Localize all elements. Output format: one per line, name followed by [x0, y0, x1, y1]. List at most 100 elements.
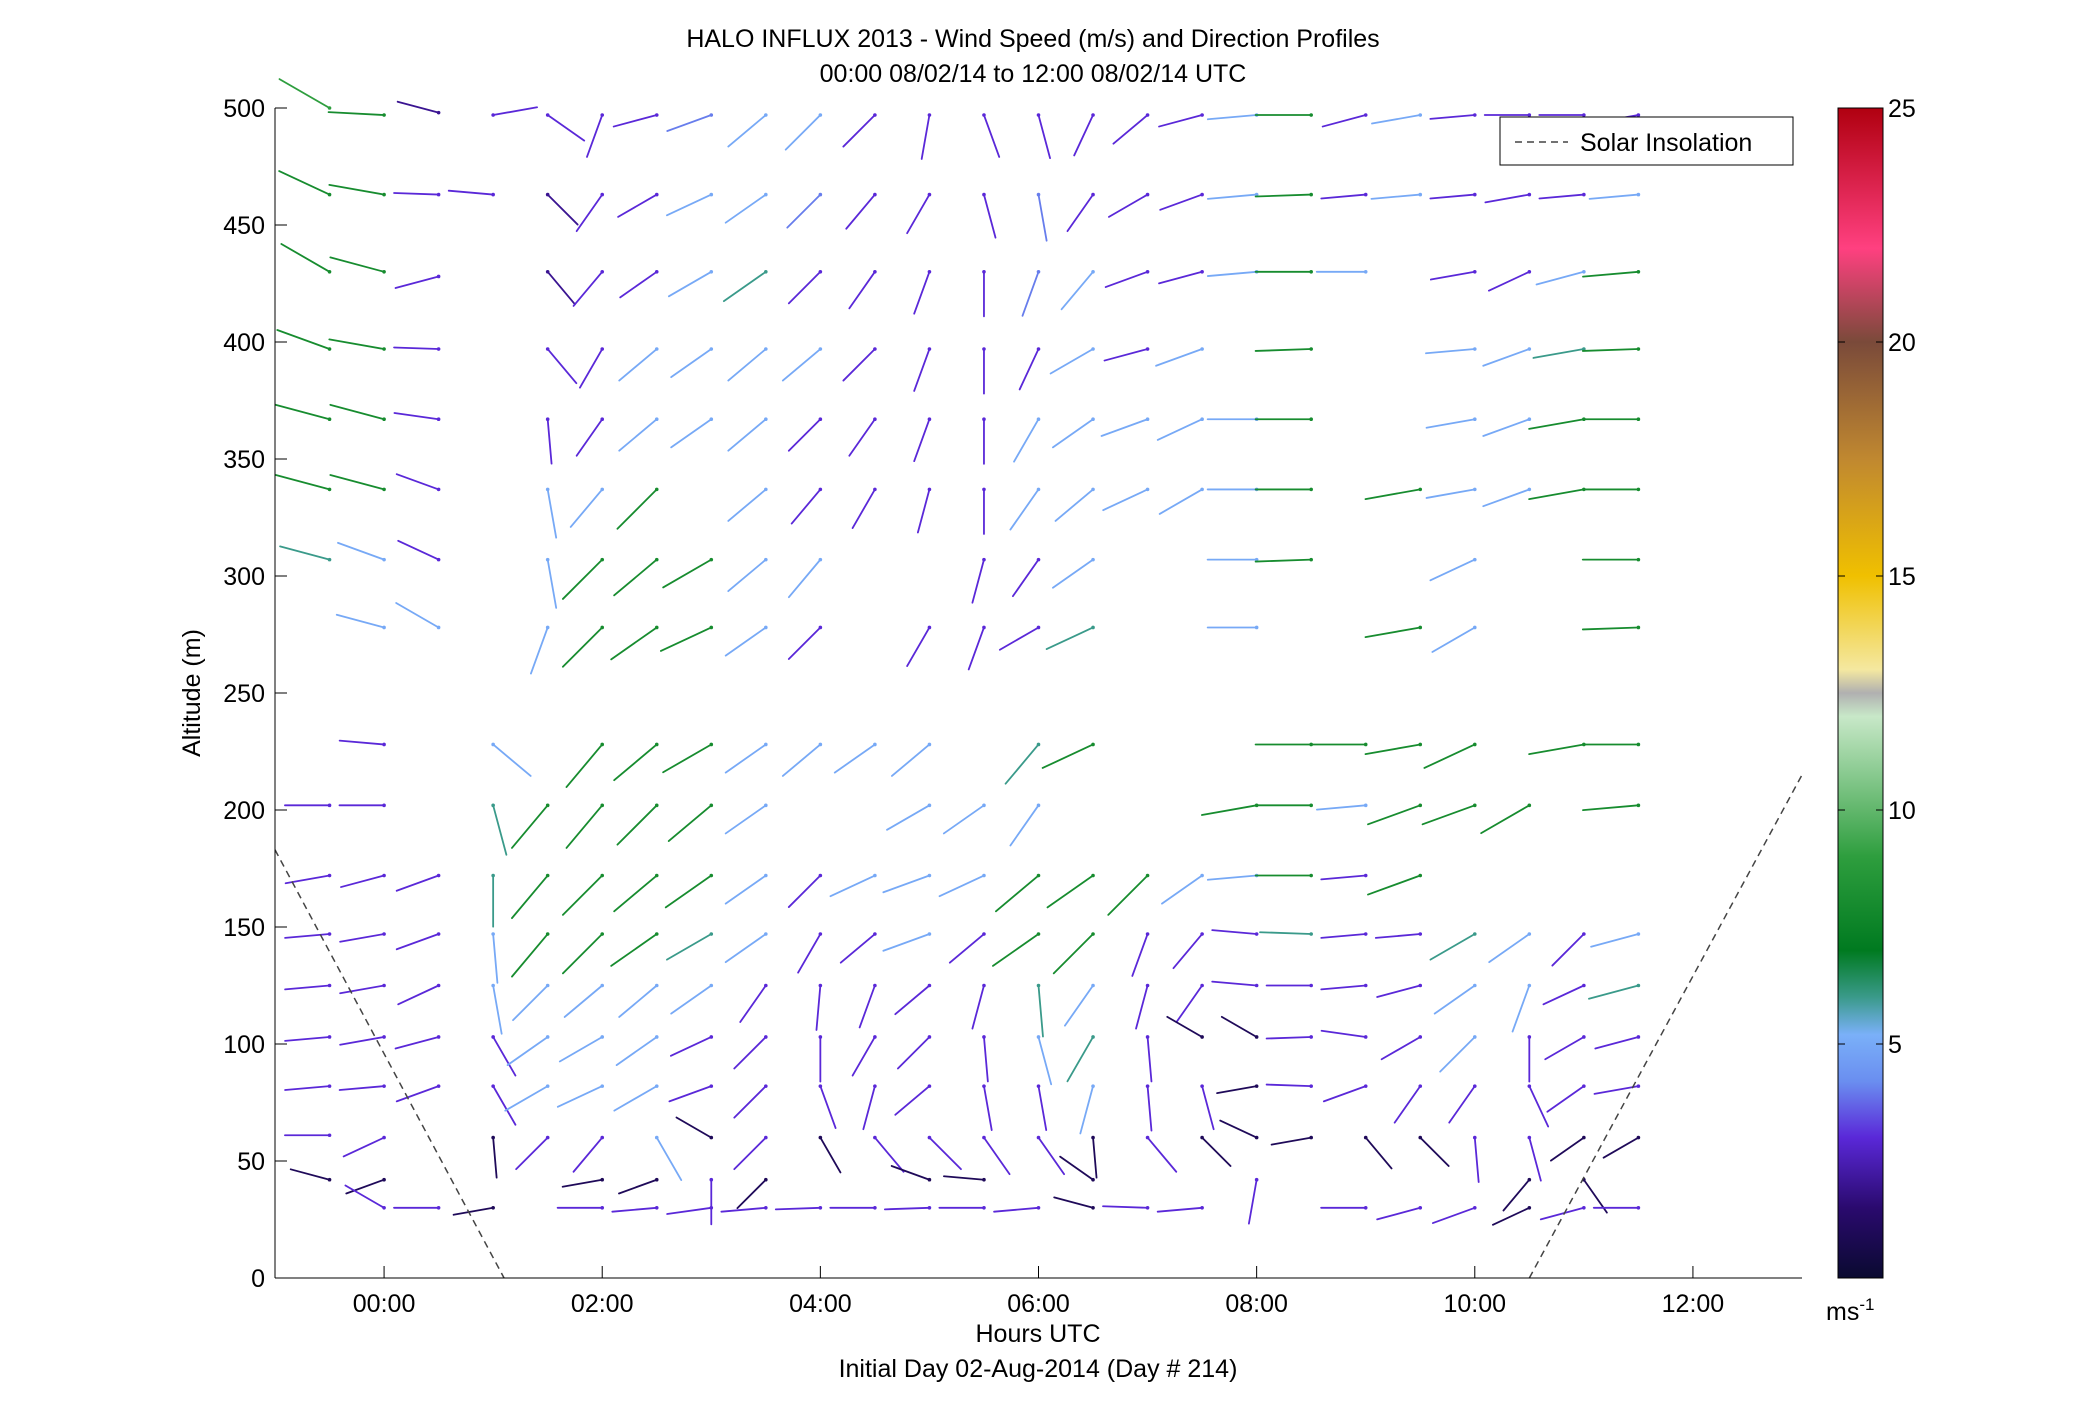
wind-barb — [338, 803, 386, 808]
wind-barb — [1320, 192, 1368, 200]
wind-barb — [511, 932, 550, 978]
wind-barb — [829, 873, 877, 898]
wind-barb — [1254, 557, 1313, 563]
wind-barb — [1036, 1035, 1053, 1086]
wind-barb — [491, 742, 532, 777]
wind-barb — [1270, 1135, 1313, 1146]
wind-barb — [289, 1168, 332, 1182]
wind-barb — [1588, 983, 1641, 1000]
wind-barb — [842, 113, 877, 148]
wind-barb — [586, 113, 605, 158]
wind-barb — [1108, 192, 1150, 218]
wind-barb — [1582, 270, 1641, 278]
x-tick-label: 04:00 — [789, 1290, 852, 1318]
wind-barb — [328, 338, 386, 351]
wind-barb — [1265, 983, 1313, 988]
wind-barb — [1145, 1084, 1153, 1132]
wind-barb — [851, 1035, 877, 1077]
colorbar-gradient — [1837, 107, 1884, 1279]
wind-barb — [393, 346, 441, 351]
wind-barb — [1431, 625, 1477, 653]
wind-barb — [839, 932, 877, 964]
wind-barb — [491, 803, 508, 856]
wind-barb — [943, 1175, 986, 1182]
wind-barb — [1551, 932, 1586, 967]
wind-barb — [1004, 742, 1041, 785]
wind-barb — [675, 1116, 714, 1140]
wind-barb — [1102, 1205, 1150, 1210]
wind-barb — [709, 1177, 714, 1226]
wind-barb — [397, 983, 441, 1006]
wind-barb — [724, 192, 768, 224]
wind-barb — [1254, 270, 1313, 274]
wind-barb — [1482, 347, 1532, 367]
wind-barb — [1161, 873, 1204, 905]
wind-barb — [393, 412, 441, 422]
wind-barb — [1321, 113, 1368, 128]
wind-barb — [565, 742, 605, 788]
wind-barb — [616, 487, 659, 530]
wind-barb — [447, 189, 495, 197]
wind-barb — [1145, 1035, 1153, 1083]
wind-barb — [1100, 417, 1150, 437]
wind-barb — [561, 1177, 605, 1188]
wind-barb — [280, 243, 332, 274]
wind-barb — [1593, 1084, 1641, 1095]
wind-barb — [1418, 1135, 1450, 1167]
wind-barb — [613, 873, 659, 913]
wind-barb — [1539, 1206, 1586, 1221]
wind-barb — [395, 602, 441, 630]
wind-barb — [611, 1206, 659, 1213]
wind-barb — [733, 1135, 768, 1171]
wind-barb — [995, 873, 1041, 913]
wind-barb — [515, 1135, 550, 1171]
wind-barb — [345, 1177, 386, 1195]
wind-barb — [1393, 1084, 1423, 1124]
wind-barb — [669, 1035, 714, 1057]
wind-barb — [1527, 1084, 1550, 1128]
colorbar-tick-label: 25 — [1888, 95, 1916, 123]
wind-barb — [666, 1206, 714, 1215]
wind-barb — [619, 270, 659, 299]
wind-barb — [727, 347, 768, 382]
wind-barb — [842, 347, 877, 382]
wind-barb — [504, 1084, 550, 1112]
wind-barb — [491, 873, 495, 928]
wind-barb — [1220, 1015, 1259, 1039]
wind-barb — [787, 625, 823, 660]
wind-barb — [556, 1084, 605, 1108]
wind-barb — [1254, 487, 1313, 492]
colorbar-tick-label: 15 — [1888, 563, 1916, 591]
wind-barb — [1511, 983, 1532, 1033]
wind-barb — [982, 113, 1001, 158]
wind-barb — [670, 417, 714, 449]
wind-barb — [1588, 192, 1641, 200]
colorbar: 5 10 15 20 25 ms-1 — [1826, 95, 1916, 1326]
wind-barb — [1053, 1196, 1095, 1210]
wind-barb — [491, 1135, 498, 1179]
wind-barb — [1066, 1035, 1095, 1083]
x-tick-label: 00:00 — [353, 1290, 416, 1318]
wind-barb — [1051, 557, 1095, 589]
wind-barb — [1049, 347, 1095, 375]
wind-barb — [545, 113, 586, 142]
wind-barb — [1320, 1206, 1368, 1210]
wind-barb — [1219, 1119, 1259, 1140]
wind-barb — [724, 803, 768, 835]
wind-barb — [615, 1035, 659, 1066]
wind-barb — [1581, 557, 1641, 562]
wind-barb — [618, 417, 659, 452]
y-tick-label: 450 — [223, 212, 265, 240]
wind-barb — [1590, 932, 1641, 948]
wind-barb — [1429, 192, 1477, 200]
wind-barb — [338, 739, 386, 747]
wind-barb — [666, 932, 714, 961]
wind-barb — [1060, 270, 1095, 311]
wind-barb — [618, 347, 659, 382]
x-tick-label: 08:00 — [1225, 1290, 1288, 1318]
wind-barb — [1538, 192, 1586, 200]
wind-barb — [858, 983, 877, 1029]
wind-barb — [815, 983, 823, 1031]
axes: 00:00 02:00 04:00 06:00 08:00 10:00 12:00 0 50 10… — [223, 95, 1802, 1318]
wind-barb — [284, 1133, 332, 1138]
